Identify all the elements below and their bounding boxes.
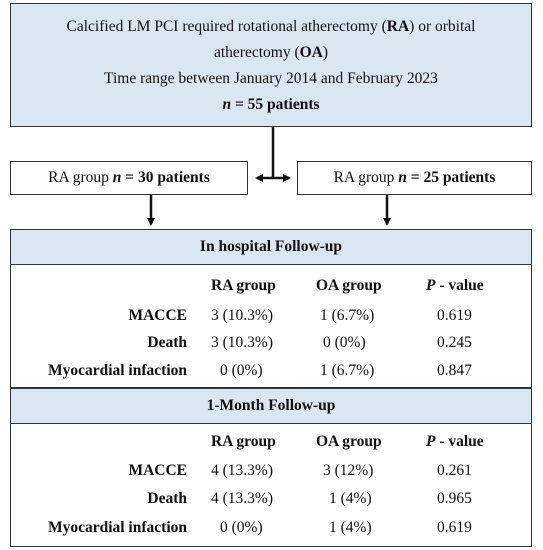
row-label-myocardial-infaction: Myocardial infaction bbox=[47, 519, 187, 536]
cell-p: 0.847 bbox=[437, 362, 472, 379]
table-1-month: RA group OA group P - value MACCE 4 (13.… bbox=[10, 423, 532, 547]
table-in-hospital: RA group OA group P - value MACCE 3 (10.… bbox=[10, 264, 532, 388]
study-title-line2: atherectomy (OA) bbox=[213, 44, 329, 61]
cell-p: 0.245 bbox=[437, 334, 472, 351]
cell-p: 0.261 bbox=[437, 462, 472, 479]
study-description-box: Calcified LM PCI required rotational ath… bbox=[10, 3, 532, 127]
row-label-macce: MACCE bbox=[128, 462, 187, 479]
cell-p: 0.619 bbox=[437, 519, 472, 536]
study-title-line1: Calcified LM PCI required rotational ath… bbox=[66, 18, 476, 35]
group-box-1: RA group n = 30 patients bbox=[10, 161, 248, 195]
col-header-ra: RA group bbox=[211, 433, 276, 450]
section-header-1-month: 1-Month Follow-up bbox=[10, 388, 532, 424]
cell-oa: 3 (12%) bbox=[323, 462, 374, 479]
col-header-oa: OA group bbox=[316, 433, 382, 450]
cell-oa: 1 (4%) bbox=[329, 490, 372, 507]
cell-oa: 0 (0%) bbox=[323, 334, 366, 351]
group-box-2: RA group n = 25 patients bbox=[297, 161, 532, 195]
row-label-death: Death bbox=[147, 490, 187, 507]
cell-p: 0.619 bbox=[437, 307, 472, 324]
study-patient-count: n = 55 patients bbox=[222, 96, 320, 113]
section-header-in-hospital: In hospital Follow-up bbox=[10, 229, 532, 265]
cell-oa: 1 (6.7%) bbox=[320, 362, 375, 379]
cell-ra: 3 (10.3%) bbox=[211, 307, 273, 324]
cell-ra: 4 (13.3%) bbox=[211, 462, 273, 479]
cell-ra: 4 (13.3%) bbox=[211, 490, 273, 507]
row-label-death: Death bbox=[147, 334, 187, 351]
col-header-p-value: P - value bbox=[426, 277, 484, 294]
cell-ra: 0 (0%) bbox=[220, 362, 263, 379]
row-label-myocardial-infaction: Myocardial infaction bbox=[47, 362, 187, 379]
col-header-p-value: P - value bbox=[426, 433, 484, 450]
col-header-ra: RA group bbox=[211, 277, 276, 294]
row-label-macce: MACCE bbox=[128, 307, 187, 324]
col-header-oa: OA group bbox=[316, 277, 382, 294]
cell-oa: 1 (4%) bbox=[329, 519, 372, 536]
study-time-range: Time range between January 2014 and Febr… bbox=[104, 70, 438, 87]
cell-ra: 3 (10.3%) bbox=[211, 334, 273, 351]
cell-oa: 1 (6.7%) bbox=[320, 307, 375, 324]
cell-p: 0.965 bbox=[437, 490, 472, 507]
cell-ra: 0 (0%) bbox=[220, 519, 263, 536]
